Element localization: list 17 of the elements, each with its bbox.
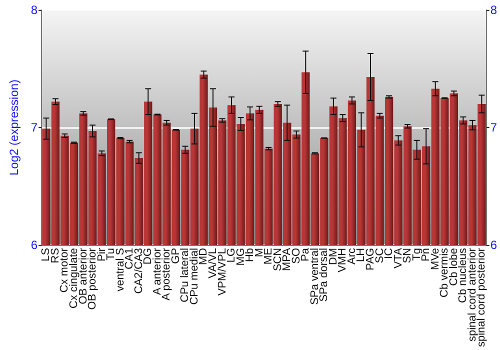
x-tick-label: Cb lobe [448,248,460,286]
x-tick-label: SO [290,248,302,264]
y-tick-label: 6 [30,238,38,252]
y2-tick-label: 6 [490,238,498,252]
y-axis-title: Log2 (expression) [7,79,21,176]
x-tick-label: SCN [272,248,284,272]
x-tick-label: Pa [300,247,312,262]
x-tick-label: spinal cord posterior [476,248,488,348]
y-tick-label: 8 [30,3,38,17]
y-tick-label: 7 [30,120,38,134]
x-tick-label: OB anterior [77,248,90,304]
y2-tick-label: 7 [490,120,498,134]
x-tick-label: IC [383,248,396,259]
y2-tick-label: 8 [490,3,498,17]
x-tick-label: VA/VL [206,248,219,278]
x-tick-label: CPu medial [188,248,200,305]
x-tick-label: RS [49,248,62,264]
